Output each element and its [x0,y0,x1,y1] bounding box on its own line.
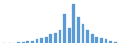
Bar [82,24,84,43]
Bar [100,38,103,43]
Bar [59,30,61,43]
Bar [40,38,43,43]
Bar [68,28,71,43]
Bar [31,41,34,43]
Bar [45,37,48,43]
Bar [96,37,98,43]
Bar [77,17,80,43]
Bar [109,41,112,43]
Bar [114,42,117,43]
Bar [36,39,38,43]
Bar [17,42,20,43]
Bar [54,33,57,43]
Bar [63,14,66,43]
Bar [105,39,108,43]
Bar [22,42,24,43]
Bar [26,41,29,43]
Bar [72,4,75,43]
Bar [86,30,89,43]
Bar [49,34,52,43]
Bar [91,34,94,43]
